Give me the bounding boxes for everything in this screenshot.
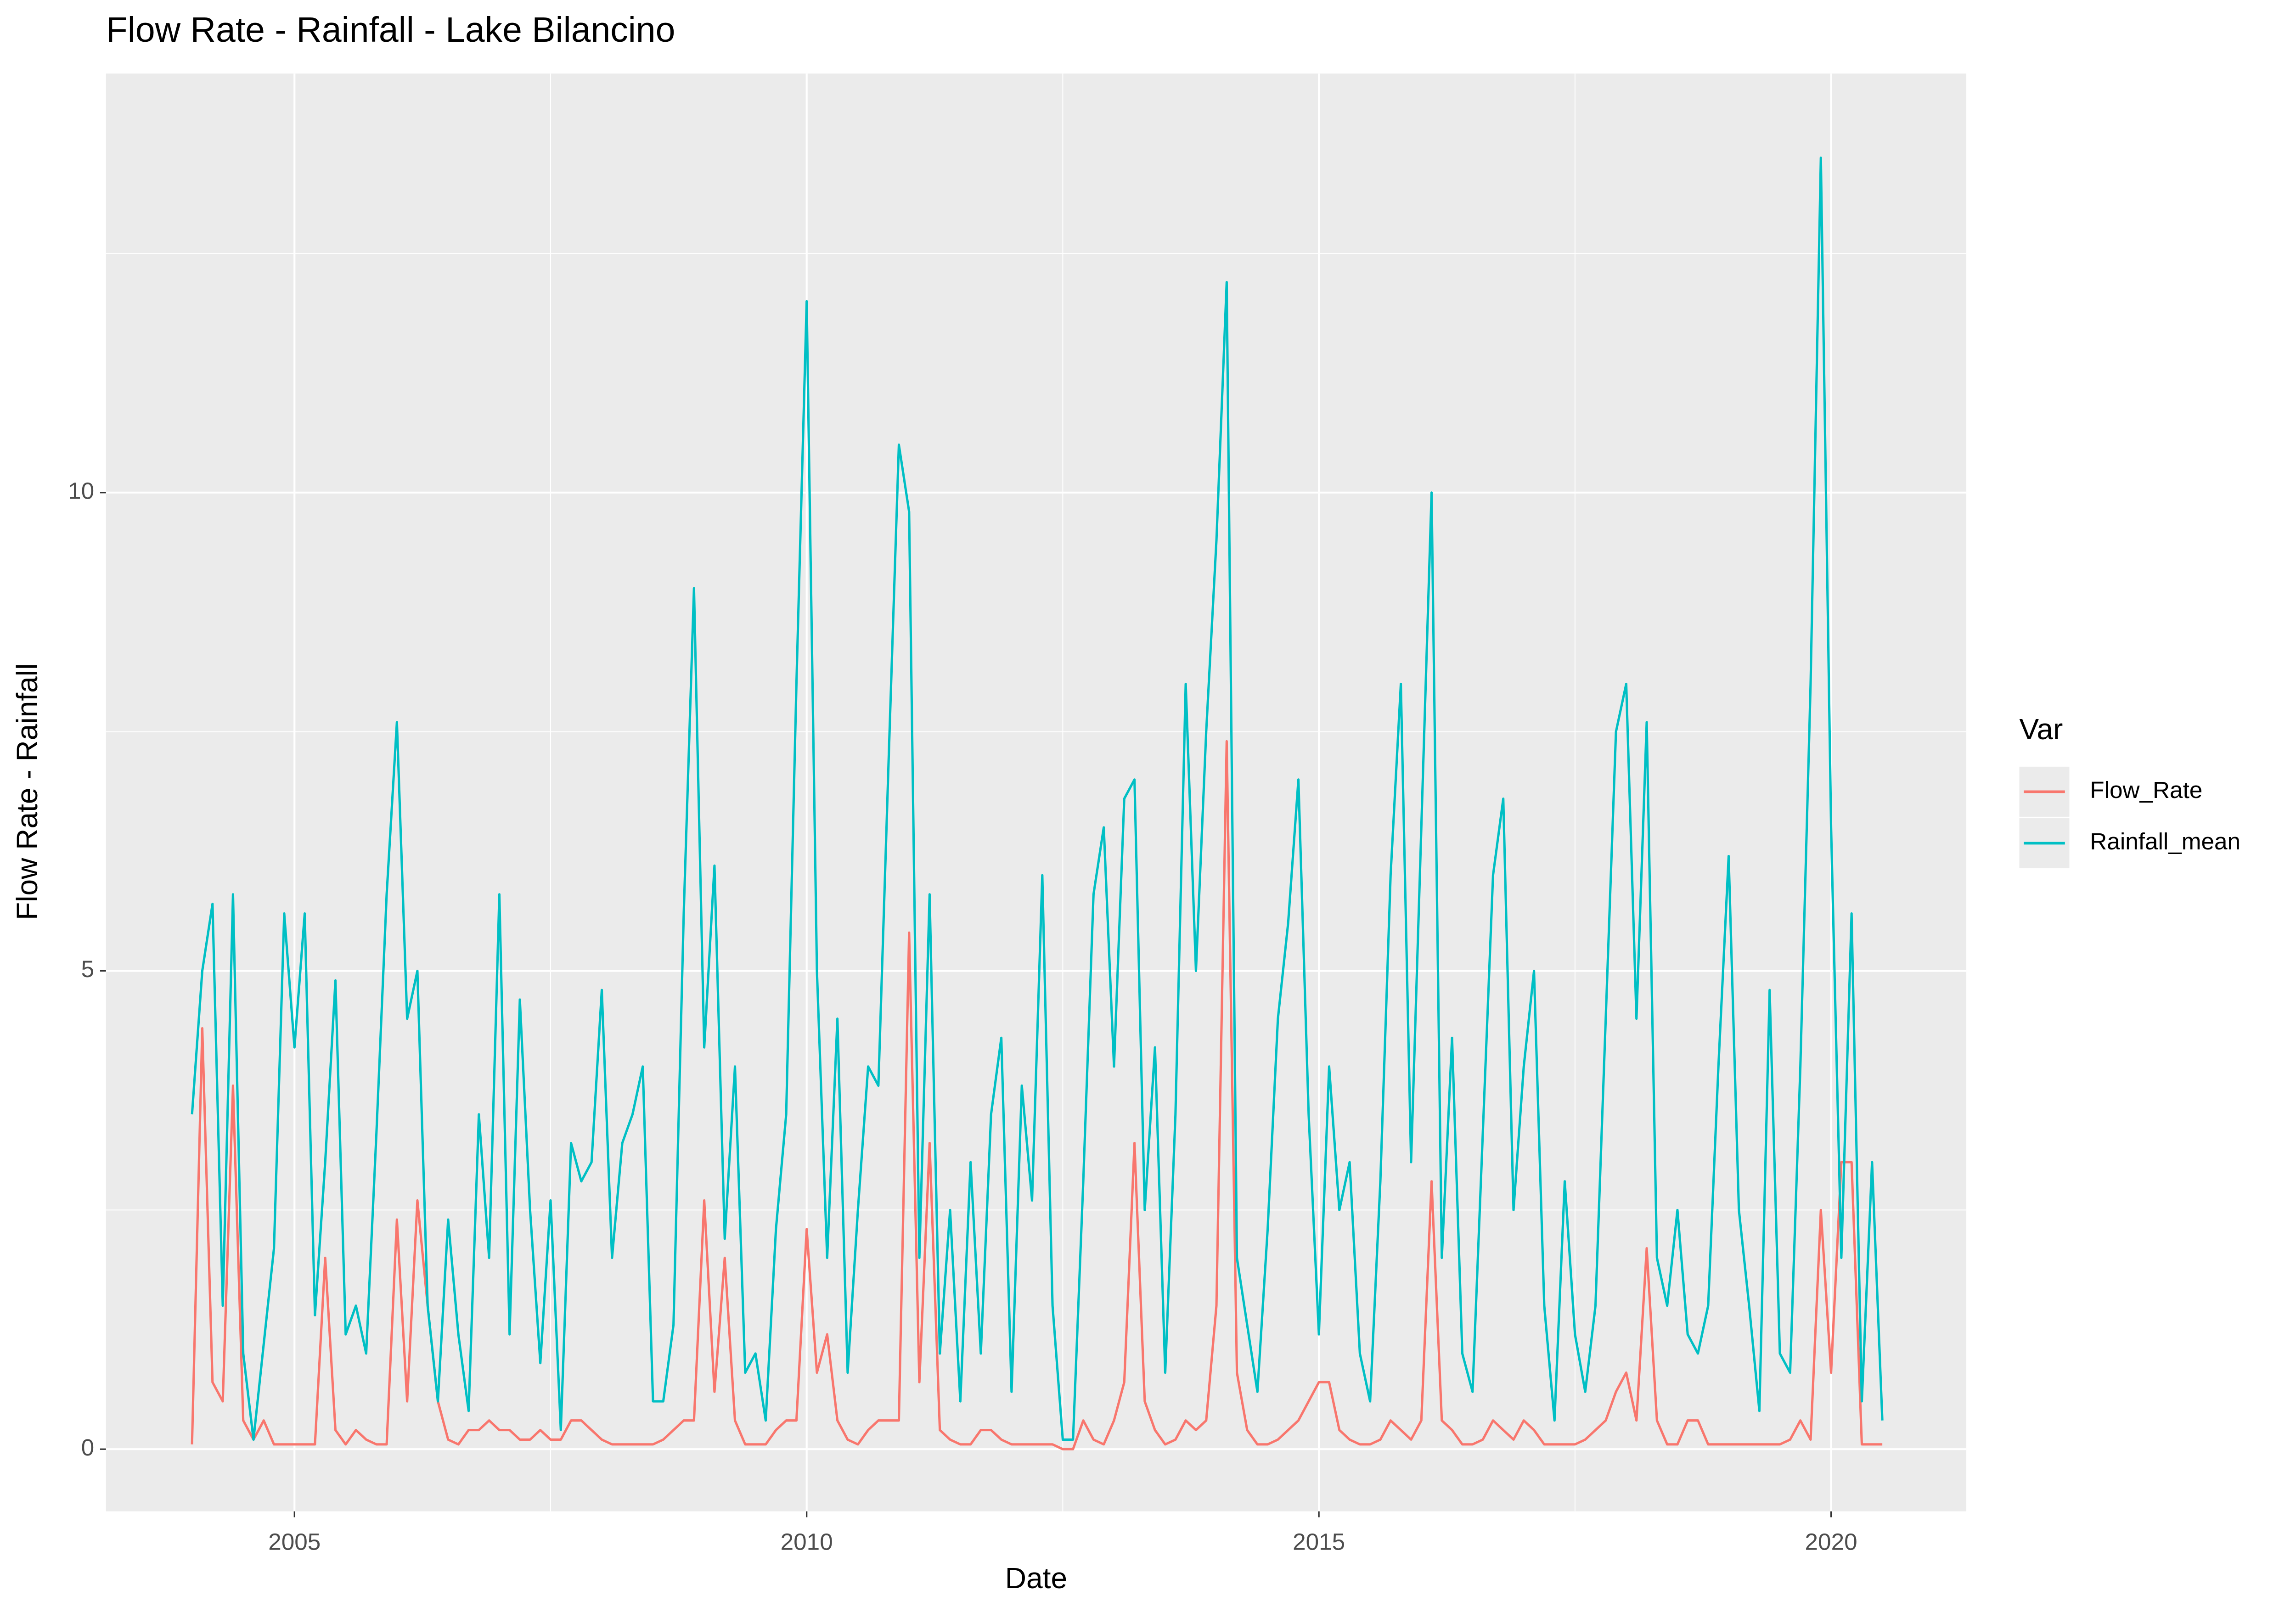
legend-label: Flow_Rate: [2090, 777, 2202, 803]
y-tick-label: 5: [81, 956, 95, 982]
x-tick-label: 2020: [1805, 1529, 1857, 1555]
series-line: [191, 157, 1884, 1441]
chart-title: Flow Rate - Rainfall - Lake Bilancino: [106, 10, 675, 50]
y-axis-label: Flow Rate - Rainfall: [11, 663, 44, 920]
x-tick-label: 2010: [781, 1529, 833, 1555]
x-tick-label: 2005: [268, 1529, 321, 1555]
legend-label: Rainfall_mean: [2090, 828, 2240, 854]
legend: Var Flow_Rate Rainfall_mean: [2019, 713, 2240, 869]
x-axis-label: Date: [1005, 1562, 1067, 1595]
series-line: [191, 740, 1883, 1450]
legend-title: Var: [2019, 713, 2063, 746]
y-tick-label: 10: [68, 478, 94, 504]
y-tick-label: 0: [81, 1434, 95, 1461]
plot-panel: [106, 73, 1967, 1511]
x-tick-label: 2015: [1293, 1529, 1345, 1555]
